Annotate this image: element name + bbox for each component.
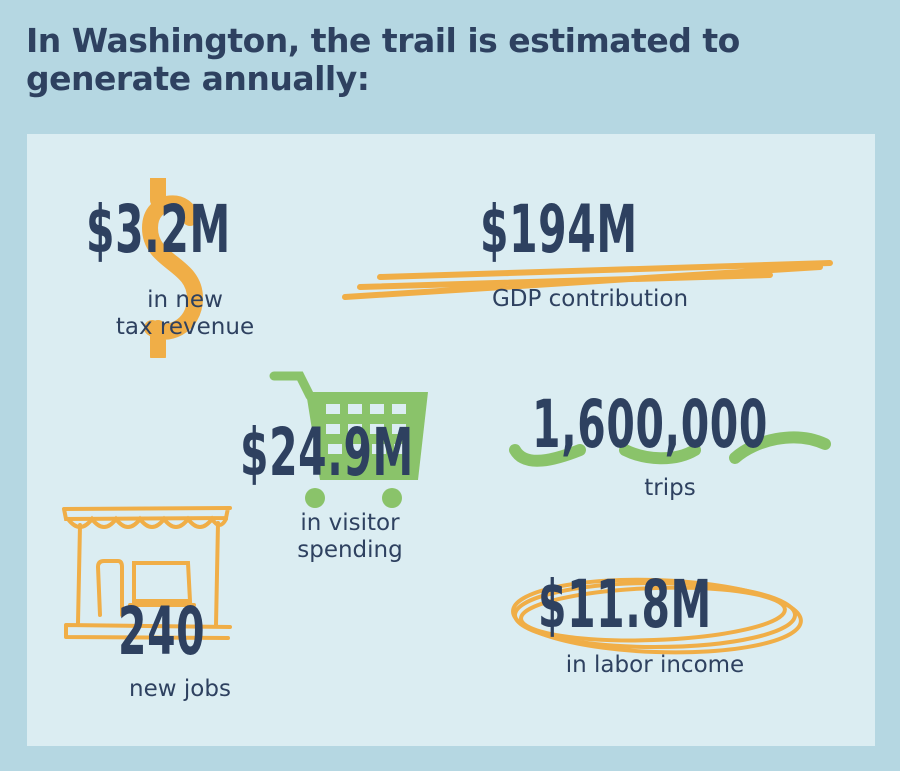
stat-gdp-value: $194M	[480, 191, 638, 268]
stat-tax-revenue-label-1: in new	[147, 287, 223, 313]
scribble-circle	[505, 570, 805, 660]
stat-new-jobs-label: new jobs	[129, 676, 231, 702]
stat-visitor-spending-label-2: spending	[297, 537, 403, 563]
wavy-line	[505, 420, 835, 470]
storefront-icon	[60, 505, 235, 645]
brush-stroke-underline	[340, 255, 840, 305]
stat-tax-revenue-label-2: tax revenue	[115, 314, 255, 340]
stat-gdp-label: GDP contribution	[491, 286, 689, 312]
page-title: In Washington, the trail is estimated to…	[26, 21, 740, 98]
stats-panel	[27, 134, 875, 746]
stat-labor-income-label: in labor income	[565, 652, 745, 678]
stat-tax-revenue-value: $3.2M	[86, 191, 231, 268]
shopping-cart-icon	[268, 370, 438, 510]
stat-visitor-spending-label-1: in visitor	[300, 510, 400, 536]
stat-visitor-spending-value: $24.9M	[240, 414, 414, 491]
stat-trips-label: trips	[644, 475, 696, 501]
stat-labor-income-value: $11.8M	[538, 566, 712, 643]
dollar-sign-icon	[130, 170, 220, 364]
stat-trips-value: 1,600,000	[532, 386, 768, 463]
stat-new-jobs-value: 240	[118, 593, 206, 670]
